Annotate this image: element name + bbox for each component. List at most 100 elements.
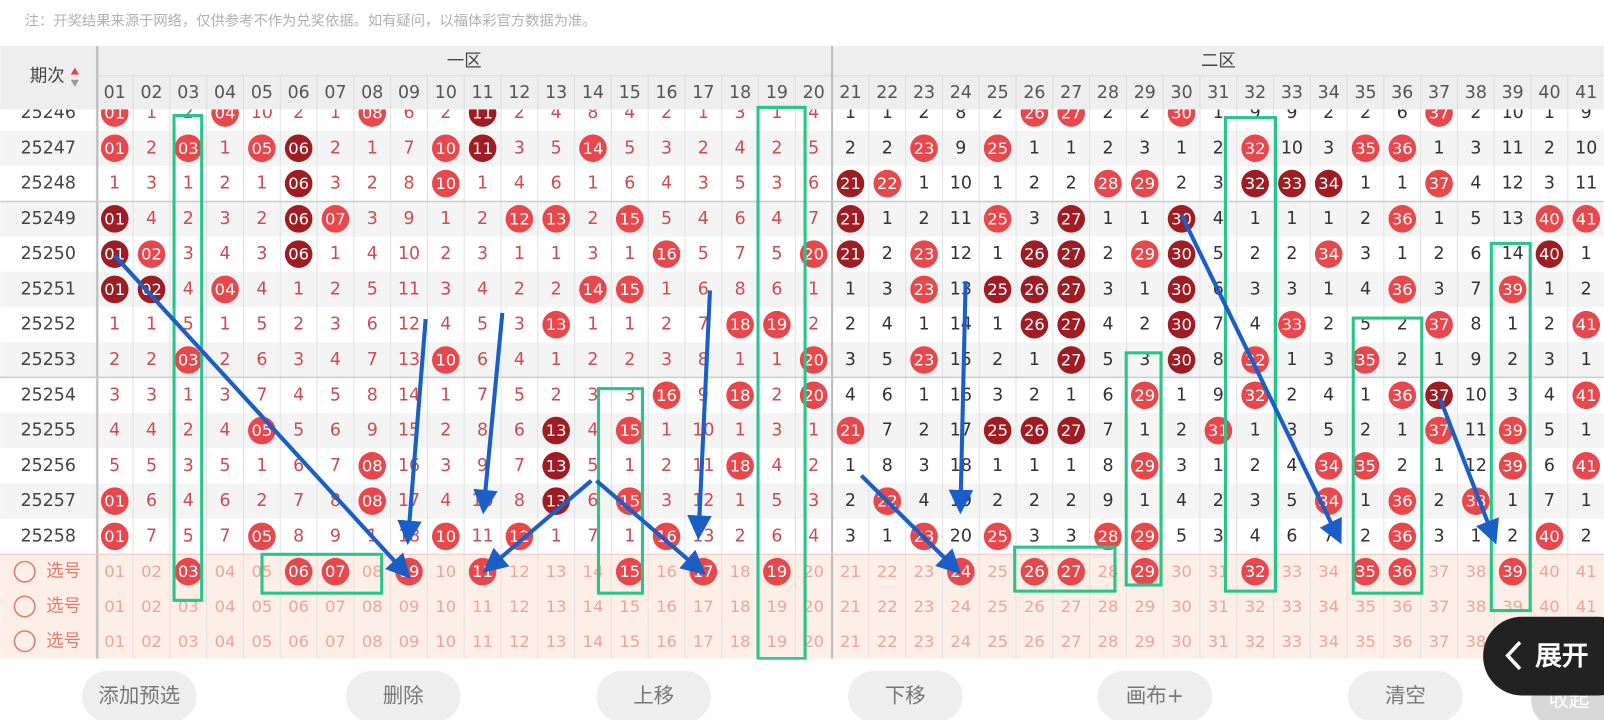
button[interactable]: [82, 670, 197, 720]
pick-number[interactable]: 04: [215, 562, 236, 581]
pick-number[interactable]: 20: [803, 597, 824, 616]
pick-number[interactable]: 20: [803, 562, 824, 581]
pick-number[interactable]: 18: [730, 562, 751, 581]
pick-number[interactable]: 11: [472, 632, 493, 651]
pick-number[interactable]: 30: [1171, 632, 1192, 651]
pick-number[interactable]: 06: [288, 632, 309, 651]
button-label[interactable]: 删除: [383, 683, 424, 707]
expand-chevron[interactable]: [1505, 641, 1522, 671]
pick-number[interactable]: 04: [215, 632, 236, 651]
pick-number[interactable]: 30: [1171, 597, 1192, 616]
pick-number[interactable]: 28: [1098, 562, 1119, 581]
pick-number[interactable]: 07: [325, 597, 346, 616]
pick-ball[interactable]: [1057, 557, 1086, 586]
pick-number[interactable]: 13: [546, 597, 567, 616]
pick-number[interactable]: 11: [472, 597, 493, 616]
pick-number[interactable]: 33: [1282, 597, 1303, 616]
pick-ball[interactable]: [1351, 557, 1380, 586]
pick-number[interactable]: 29: [1134, 597, 1155, 616]
pick-number[interactable]: 21: [840, 562, 861, 581]
pick-number[interactable]: 41: [1576, 562, 1597, 581]
pick-number[interactable]: 21: [840, 597, 861, 616]
pick-number[interactable]: 10: [435, 597, 456, 616]
pick-number[interactable]: 39: [1502, 562, 1523, 581]
pick-ball[interactable]: [763, 557, 791, 586]
pick-number[interactable]: 07: [325, 632, 346, 651]
pick-radio[interactable]: [13, 560, 36, 583]
pick-number[interactable]: 16: [656, 632, 677, 651]
pick-number[interactable]: 06: [288, 597, 309, 616]
pick-ball[interactable]: [1498, 557, 1527, 586]
pick-number[interactable]: 31: [1208, 562, 1229, 581]
pick-number[interactable]: 29: [1134, 632, 1155, 651]
pick-number[interactable]: 16: [656, 597, 677, 616]
pick-number[interactable]: 26: [1024, 562, 1045, 581]
pick-number[interactable]: 26: [1024, 597, 1045, 616]
pick-number[interactable]: 10: [435, 562, 456, 581]
pick-number[interactable]: 13: [546, 632, 567, 651]
pick-ball[interactable]: [1130, 557, 1159, 586]
pick-number[interactable]: 31: [1208, 597, 1229, 616]
pick-number[interactable]: 15: [619, 597, 640, 616]
pick-number[interactable]: 15: [619, 562, 640, 581]
pick-number[interactable]: 32: [1245, 632, 1266, 651]
pick-number[interactable]: 08: [362, 562, 383, 581]
pick-number[interactable]: 21: [840, 632, 861, 651]
button[interactable]: [345, 670, 461, 720]
pick-number[interactable]: 27: [1061, 597, 1082, 616]
expand-button[interactable]: [1483, 616, 1604, 696]
pick-number[interactable]: 12: [509, 562, 530, 581]
pick-number[interactable]: 05: [251, 632, 272, 651]
pick-number[interactable]: 26: [1024, 632, 1045, 651]
pick-number[interactable]: 08: [362, 597, 383, 616]
button[interactable]: [1097, 670, 1213, 720]
pick-number[interactable]: 27: [1061, 562, 1082, 581]
pick-number[interactable]: 24: [950, 632, 971, 651]
pick-number[interactable]: 36: [1392, 632, 1413, 651]
pick-number[interactable]: 36: [1392, 597, 1413, 616]
pick-number[interactable]: 32: [1245, 597, 1266, 616]
pick-number[interactable]: 28: [1098, 632, 1119, 651]
pick-number[interactable]: 01: [104, 562, 125, 581]
pick-number[interactable]: 23: [914, 632, 935, 651]
pick-number[interactable]: 12: [509, 632, 530, 651]
pick-number[interactable]: 34: [1318, 632, 1339, 651]
pick-ball[interactable]: [1020, 557, 1049, 586]
pick-number[interactable]: 15: [619, 632, 640, 651]
pick-number[interactable]: 30: [1171, 562, 1192, 581]
pick-number[interactable]: 09: [399, 597, 420, 616]
pick-number[interactable]: 40: [1539, 597, 1560, 616]
pick-number[interactable]: 04: [215, 597, 236, 616]
pick-number[interactable]: 18: [730, 632, 751, 651]
button-label[interactable]: 清空: [1385, 683, 1426, 707]
pick-number[interactable]: 08: [362, 632, 383, 651]
pick-number[interactable]: 17: [693, 597, 714, 616]
pick-number[interactable]: 35: [1355, 597, 1376, 616]
pick-number[interactable]: 19: [766, 597, 787, 616]
button-label[interactable]: 下移: [885, 683, 926, 707]
pick-ball[interactable]: [1241, 557, 1269, 586]
sort-down[interactable]: [70, 79, 79, 87]
pick-number[interactable]: 23: [914, 597, 935, 616]
pick-number[interactable]: 06: [288, 562, 309, 581]
pick-number[interactable]: 31: [1208, 632, 1229, 651]
sort-up[interactable]: [70, 67, 79, 75]
pick-number[interactable]: 36: [1392, 562, 1413, 581]
pick-number[interactable]: 34: [1318, 562, 1339, 581]
pick-number[interactable]: 22: [877, 562, 898, 581]
pick-number[interactable]: 18: [730, 597, 751, 616]
button[interactable]: [1348, 670, 1463, 720]
pick-number[interactable]: 03: [178, 562, 199, 581]
button[interactable]: [596, 670, 711, 720]
pick-number[interactable]: 14: [583, 597, 604, 616]
pick-number[interactable]: 37: [1429, 562, 1450, 581]
pick-number[interactable]: 02: [141, 632, 162, 651]
pick-number[interactable]: 16: [656, 562, 677, 581]
pick-number[interactable]: 38: [1465, 562, 1486, 581]
pick-number[interactable]: 33: [1282, 632, 1303, 651]
pick-number[interactable]: 14: [583, 562, 604, 581]
pick-number[interactable]: 27: [1061, 632, 1082, 651]
pick-number[interactable]: 25: [987, 562, 1008, 581]
pick-ball[interactable]: [615, 557, 644, 586]
pick-number[interactable]: 09: [399, 632, 420, 651]
